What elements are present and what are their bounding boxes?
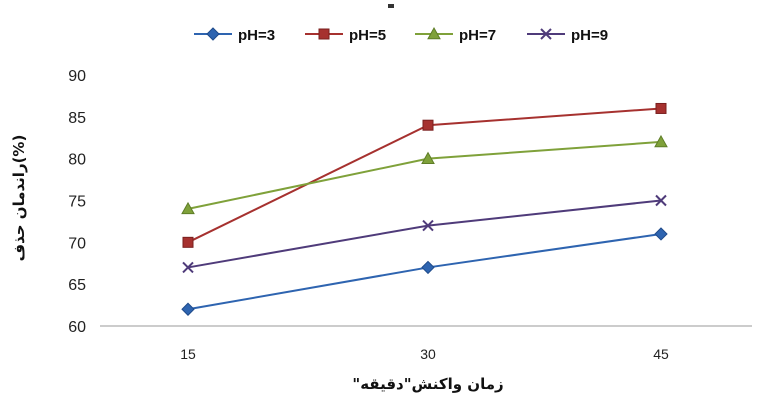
y-tick-label: 65	[68, 277, 86, 294]
y-tick-label: 70	[68, 235, 86, 252]
legend-marker	[318, 28, 330, 40]
top-mark	[388, 4, 394, 8]
x-axis: 15 30 45	[100, 325, 752, 362]
y-tick-label: 90	[68, 68, 86, 85]
data-point	[181, 201, 195, 215]
data-point	[181, 302, 195, 316]
data-point	[182, 261, 194, 274]
series-line-pH=9	[187, 199, 662, 269]
y-tick-label: 60	[68, 319, 86, 336]
legend-label: pH=5	[349, 27, 386, 44]
y-axis-title: راندمان حذف(%)	[10, 135, 28, 262]
x-tick-label: 30	[420, 346, 436, 362]
y-tick-label: 85	[68, 110, 86, 127]
y-tick-label: 80	[68, 152, 86, 169]
y-axis: 60 65 70 75 80 85 90	[68, 68, 86, 336]
data-point	[421, 260, 435, 275]
series-line-pH=7	[187, 140, 662, 210]
series-lines	[187, 107, 662, 311]
data-point	[422, 219, 434, 232]
data-point	[655, 194, 667, 207]
data-point	[182, 236, 194, 248]
data-point	[654, 134, 668, 148]
y-tick-label: 75	[68, 194, 86, 211]
series-markers	[181, 102, 668, 316]
x-axis-title: "زمان واکنش"دقیقه	[352, 375, 503, 393]
data-point	[655, 102, 667, 114]
legend-label: pH=3	[238, 27, 275, 44]
x-tick-label: 15	[180, 346, 196, 362]
legend-label: pH=7	[459, 27, 496, 44]
legend: pH=3 pH=5 pH=7 pH=9	[194, 26, 608, 44]
legend-label: pH=9	[571, 27, 608, 44]
legend-marker	[427, 26, 441, 40]
legend-marker	[206, 27, 220, 41]
x-tick-label: 45	[653, 346, 669, 362]
data-point	[654, 227, 668, 241]
legend-marker	[540, 28, 552, 40]
series-line-pH=3	[187, 232, 662, 311]
data-point	[422, 119, 434, 131]
data-point	[421, 151, 435, 164]
